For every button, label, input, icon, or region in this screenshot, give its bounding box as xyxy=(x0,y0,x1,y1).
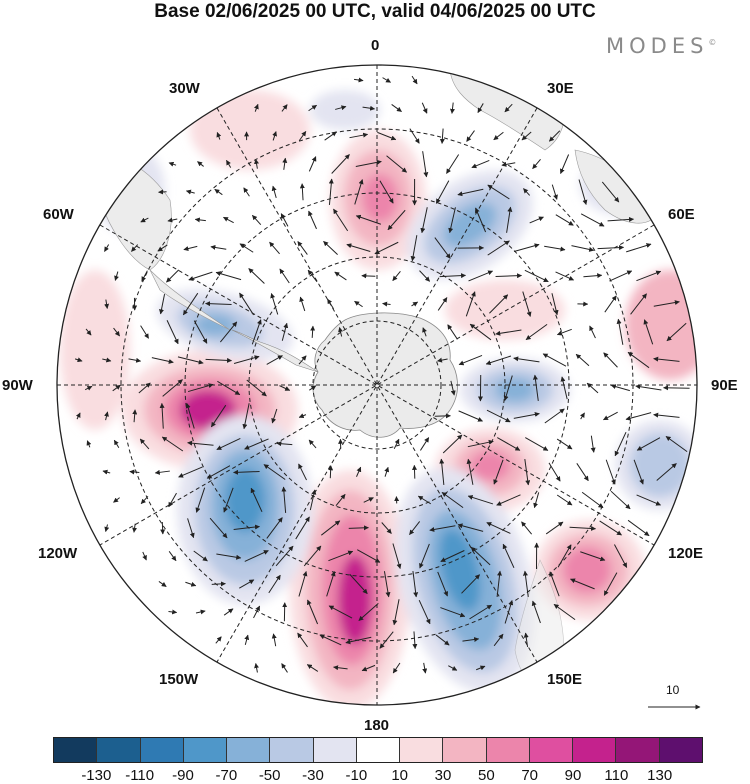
wind-vector-arrow xyxy=(162,522,163,534)
colorbar-tick-label: 70 xyxy=(521,767,538,784)
colorbar xyxy=(53,737,703,763)
lon-label-60w: 60W xyxy=(43,206,74,223)
colorbar-swatch xyxy=(616,738,659,762)
colorbar-swatch xyxy=(54,738,97,762)
colorbar-tick-label: -10 xyxy=(345,767,367,784)
colorbar-swatch xyxy=(443,738,486,762)
lon-label-0: 0 xyxy=(371,37,379,54)
wind-vector-arrow xyxy=(330,466,331,478)
lon-label-30e: 30E xyxy=(547,80,574,97)
colorbar-tick-label: -130 xyxy=(81,767,111,784)
colorbar-swatch xyxy=(573,738,616,762)
lon-label-120w: 120W xyxy=(38,545,77,562)
colorbar-tick-label: -30 xyxy=(302,767,324,784)
colorbar-swatch xyxy=(660,738,702,762)
polar-map xyxy=(0,0,750,735)
colorbar-swatch xyxy=(141,738,184,762)
lon-label-150w: 150W xyxy=(159,671,198,688)
colorbar-tick-label: 90 xyxy=(565,767,582,784)
colorbar-swatch xyxy=(270,738,313,762)
colorbar-tick-label: 30 xyxy=(435,767,452,784)
lon-label-90e: 90E xyxy=(711,377,738,394)
colorbar-tick-label: -50 xyxy=(259,767,281,784)
lon-label-30w: 30W xyxy=(169,80,200,97)
reference-vector-label: 10 xyxy=(666,683,679,697)
colorbar-tick-label: 50 xyxy=(478,767,495,784)
lon-label-180: 180 xyxy=(364,717,389,734)
colorbar-tick-label: -110 xyxy=(125,767,154,784)
lon-label-120e: 120E xyxy=(668,545,703,562)
wind-vector-arrow xyxy=(362,276,376,277)
lon-label-150e: 150E xyxy=(547,671,582,688)
colorbar-swatch xyxy=(97,738,140,762)
wind-vector-arrow xyxy=(212,584,226,585)
colorbar-swatch xyxy=(487,738,530,762)
colorbar-swatch xyxy=(184,738,227,762)
wind-vector-arrow xyxy=(664,388,690,389)
colorbar-swatch xyxy=(400,738,443,762)
colorbar-tick-label: 10 xyxy=(391,767,408,784)
colorbar-tick-label: -70 xyxy=(215,767,237,784)
colorbar-tick-label: 110 xyxy=(604,767,628,784)
colorbar-tick-label: 130 xyxy=(647,767,672,784)
colorbar-swatch xyxy=(227,738,270,762)
colorbar-tick-label: -90 xyxy=(172,767,194,784)
lon-label-90w: 90W xyxy=(2,377,33,394)
colorbar-swatch xyxy=(314,738,357,762)
lon-label-60e: 60E xyxy=(668,206,695,223)
colorbar-swatch xyxy=(530,738,573,762)
colorbar-swatch xyxy=(357,738,400,762)
